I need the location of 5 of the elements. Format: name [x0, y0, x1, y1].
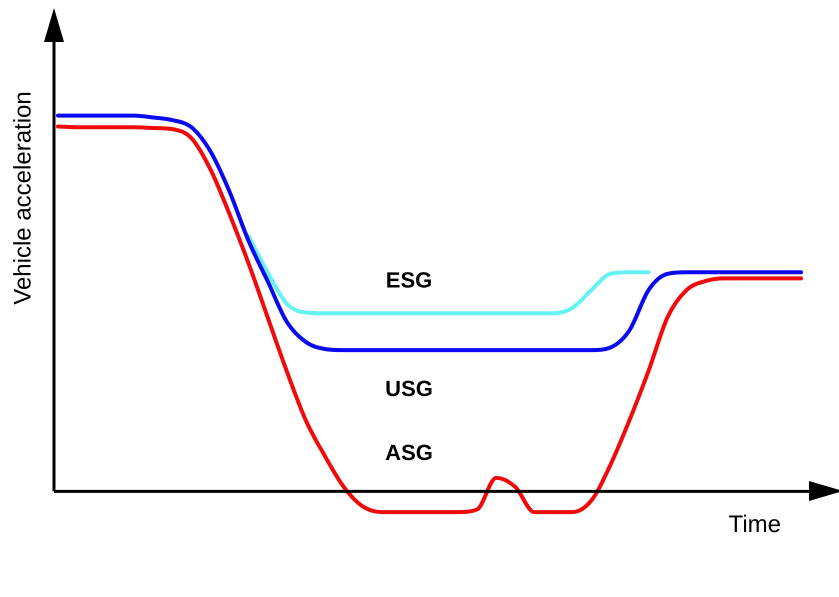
- series-label: ESG: [386, 267, 432, 292]
- y-axis-title: Vehicle acceleration: [10, 91, 37, 305]
- series-label: USG: [385, 376, 433, 402]
- text: ASG: [385, 440, 433, 466]
- x-axis-title: Time: [728, 511, 781, 538]
